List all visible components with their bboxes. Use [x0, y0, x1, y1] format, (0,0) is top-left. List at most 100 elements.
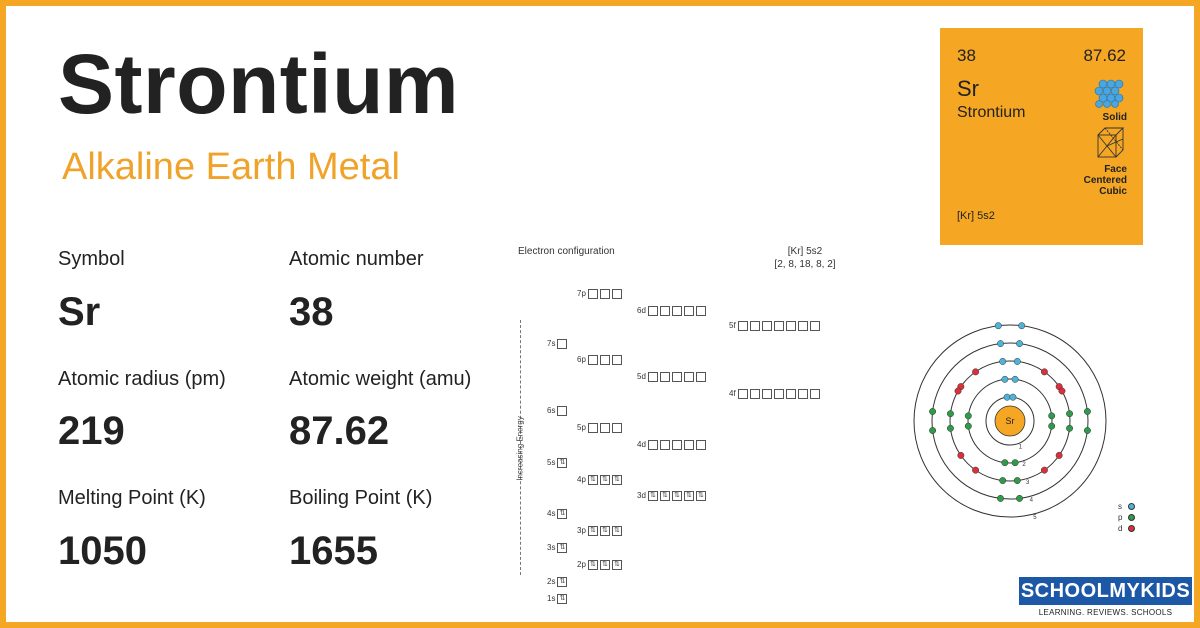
- orbital-label: 4p: [577, 475, 586, 484]
- orbital-box: ⇅: [557, 593, 568, 604]
- orbital-box: [773, 320, 784, 331]
- energy-axis: [520, 320, 521, 575]
- orbital-box: [695, 305, 706, 316]
- electron-s: [999, 357, 1007, 365]
- shell-number: 2: [1022, 462, 1026, 468]
- orbital-box: ⇅: [659, 490, 670, 501]
- orbital-box: ⇅: [587, 474, 598, 485]
- legend-item-d: d: [1118, 523, 1135, 534]
- electron-shell: [949, 360, 1071, 482]
- orbital-label: 6s: [547, 406, 556, 415]
- orbital-label: 7s: [547, 339, 556, 348]
- electron-p: [1048, 412, 1056, 420]
- shell-number: 4: [1030, 497, 1034, 503]
- orbital-box: [761, 388, 772, 399]
- orbital-7s: 7s: [547, 338, 569, 349]
- orbital-4d: 4d: [637, 439, 708, 450]
- electron-d: [972, 466, 980, 474]
- orbital-label: 2p: [577, 560, 586, 569]
- orbital-box: [773, 388, 784, 399]
- orbital-label: 5p: [577, 423, 586, 432]
- symbol-value: Sr: [58, 290, 101, 334]
- legend-item-p: p: [1118, 512, 1135, 523]
- orbital-box: [599, 354, 610, 365]
- orbital-label: 4f: [729, 389, 736, 398]
- orbital-box: ⇅: [587, 525, 598, 536]
- orbital-label: 3d: [637, 491, 646, 500]
- electron-config-shells: [2, 8, 18, 8, 2]: [774, 259, 836, 270]
- brand-tagline: LEARNING. REVIEWS. SCHOOLS: [1038, 608, 1173, 617]
- orbital-box: [737, 388, 748, 399]
- electron-p: [964, 412, 972, 420]
- orbital-box: ⇅: [671, 490, 682, 501]
- orbital-box: [695, 371, 706, 382]
- orbital-box: ⇅: [599, 474, 610, 485]
- orbital-box: ⇅: [695, 490, 706, 501]
- orbital-label: 4d: [637, 440, 646, 449]
- orbital-box: ⇅: [647, 490, 658, 501]
- bohr-model: 1 2 3 4 5 Sr: [913, 322, 1107, 521]
- melting-point-value: 1050: [58, 529, 147, 573]
- orbital-label: 1s: [547, 594, 556, 603]
- electron-p: [964, 422, 972, 430]
- card-name: Strontium: [957, 104, 1026, 121]
- orbital-3d: 3d ⇅ ⇅ ⇅ ⇅ ⇅: [637, 490, 708, 501]
- orbital-box: [683, 439, 694, 450]
- orbital-box: [659, 371, 670, 382]
- melting-point-label: Melting Point (K): [58, 487, 206, 509]
- orbital-box: [683, 371, 694, 382]
- orbital-box: [761, 320, 772, 331]
- electron-p: [1016, 494, 1023, 502]
- orbital-box: ⇅: [587, 559, 598, 570]
- orbital-box: [683, 305, 694, 316]
- electron-p: [946, 410, 954, 418]
- orbital-box: [647, 371, 658, 382]
- orbital-box: [671, 439, 682, 450]
- electron-p: [1001, 459, 1009, 467]
- electron-d: [1058, 387, 1066, 395]
- brand-logo[interactable]: SCHOOLMYKIDS: [1019, 577, 1192, 605]
- orbital-box: ⇅: [683, 490, 694, 501]
- electron-p: [1013, 477, 1021, 485]
- electron-p: [1083, 408, 1091, 415]
- electron-p: [997, 494, 1004, 502]
- electron-d: [957, 451, 965, 459]
- electron-p: [929, 427, 937, 434]
- atomic-radius-label: Atomic radius (pm): [58, 368, 226, 390]
- electron-p: [929, 408, 937, 415]
- shell-number: 1: [1019, 445, 1023, 451]
- electron-p: [946, 424, 954, 432]
- card-electron-config: [Kr] 5s2: [957, 210, 995, 222]
- electron-config-title: Electron configuration: [518, 246, 615, 257]
- electron-p: [1048, 422, 1056, 430]
- orbital-6s: 6s: [547, 405, 569, 416]
- orbital-box: [671, 305, 682, 316]
- orbital-box: ⇅: [557, 457, 568, 468]
- card-atomic-weight: 87.62: [1083, 46, 1126, 65]
- crystal-structure-icon: [1097, 127, 1125, 158]
- orbital-box: ⇅: [611, 559, 622, 570]
- orbital-box: ⇅: [599, 559, 610, 570]
- orbital-1s: 1s ⇅: [547, 593, 569, 604]
- orbital-3s: 3s ⇅: [547, 542, 569, 553]
- orbital-label: 7p: [577, 289, 586, 298]
- orbital-2p: 2p ⇅ ⇅ ⇅: [577, 559, 624, 570]
- electron-shell: [913, 324, 1107, 518]
- legend-label: s: [1118, 502, 1122, 511]
- orbital-box: [659, 439, 670, 450]
- element-card: 38 87.62 Sr Strontium Solid Face Centere…: [940, 28, 1143, 245]
- atomic-number-value: 38: [289, 290, 334, 334]
- electron-s: [1009, 393, 1017, 401]
- orbital-box: [659, 305, 670, 316]
- orbital-box: [587, 422, 598, 433]
- orbital-label: 5d: [637, 372, 646, 381]
- electron-shell: [967, 378, 1053, 464]
- electron-shell: [931, 342, 1089, 500]
- electron-s: [994, 322, 1002, 330]
- orbital-3p: 3p ⇅ ⇅ ⇅: [577, 525, 624, 536]
- shell-number: 3: [1026, 480, 1030, 486]
- electron-d: [1040, 466, 1048, 474]
- orbital-5d: 5d: [637, 371, 708, 382]
- atomic-weight-label: Atomic weight (amu): [289, 368, 472, 390]
- orbital-5p: 5p: [577, 422, 624, 433]
